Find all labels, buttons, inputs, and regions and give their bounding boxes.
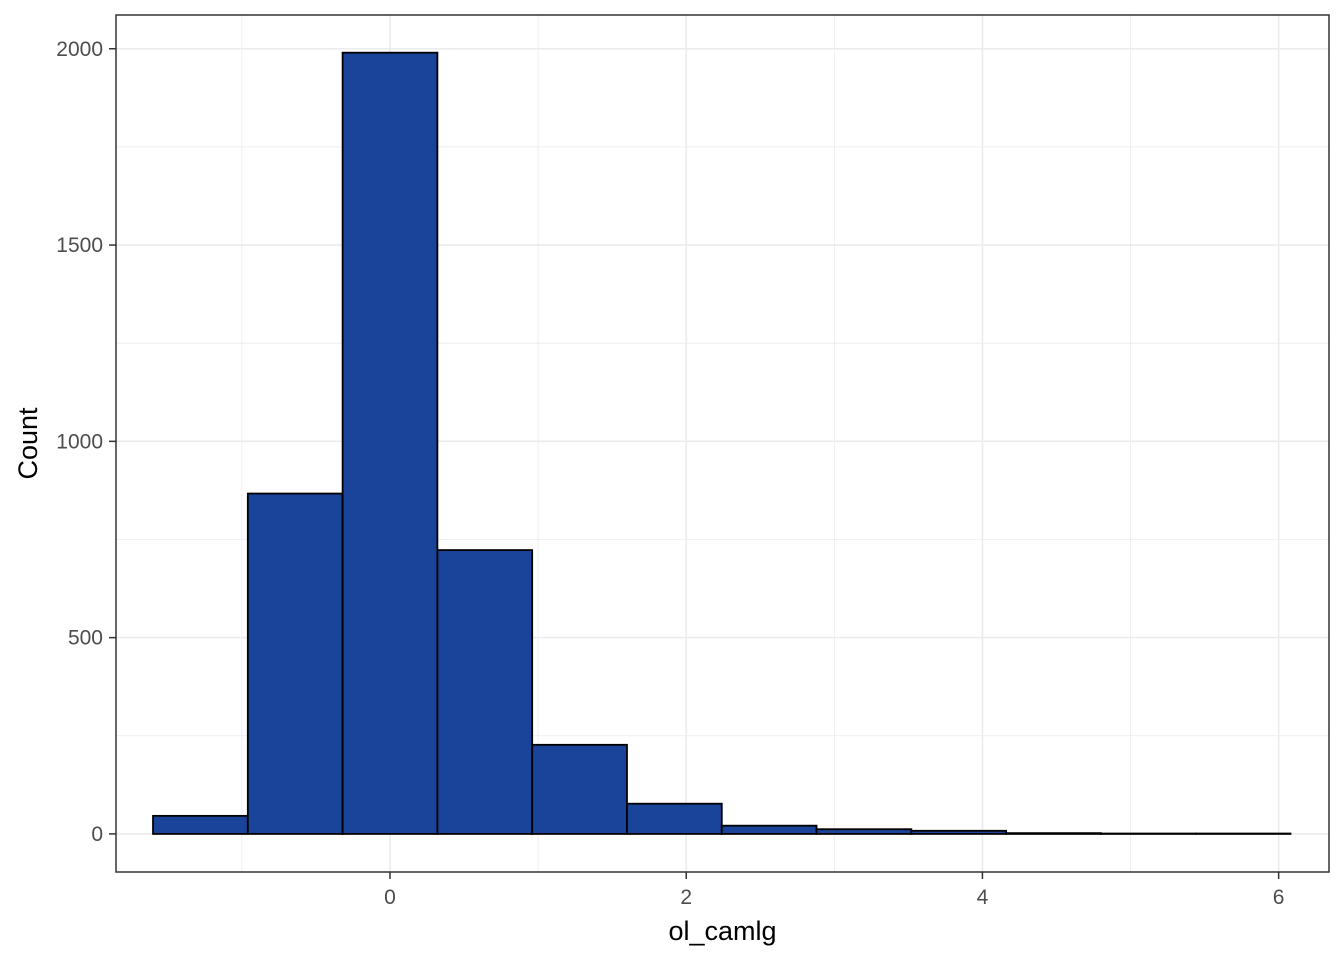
y-tick-label: 1500 bbox=[56, 234, 103, 257]
x-tick-label: 6 bbox=[1273, 886, 1285, 909]
histogram-bar bbox=[152, 814, 249, 835]
x-axis-title: ol_camlg bbox=[668, 916, 776, 946]
histogram-bar bbox=[1005, 832, 1102, 835]
histogram-bar bbox=[910, 829, 1008, 835]
histogram-bar bbox=[436, 549, 534, 835]
histogram-bar bbox=[720, 824, 818, 835]
y-tick-label: 0 bbox=[91, 823, 103, 846]
y-axis-title: Count bbox=[13, 407, 43, 480]
x-axis: 0 2 4 6 bbox=[384, 872, 1284, 909]
y-axis: 0 500 1000 1500 2000 bbox=[56, 38, 116, 846]
x-tick-label: 4 bbox=[977, 886, 989, 909]
histogram-bar bbox=[246, 492, 344, 835]
y-tick-label: 2000 bbox=[56, 38, 103, 61]
panel-border bbox=[115, 14, 1330, 873]
x-tick-label: 0 bbox=[384, 886, 396, 909]
bars bbox=[152, 51, 1292, 835]
histogram-bar bbox=[626, 802, 723, 835]
histogram-bar bbox=[531, 743, 628, 835]
y-tick-label: 1000 bbox=[56, 430, 103, 453]
y-tick-label: 500 bbox=[68, 627, 103, 650]
histogram-bar bbox=[341, 51, 439, 835]
histogram-bar bbox=[815, 828, 913, 835]
x-tick-label: 2 bbox=[680, 886, 692, 909]
